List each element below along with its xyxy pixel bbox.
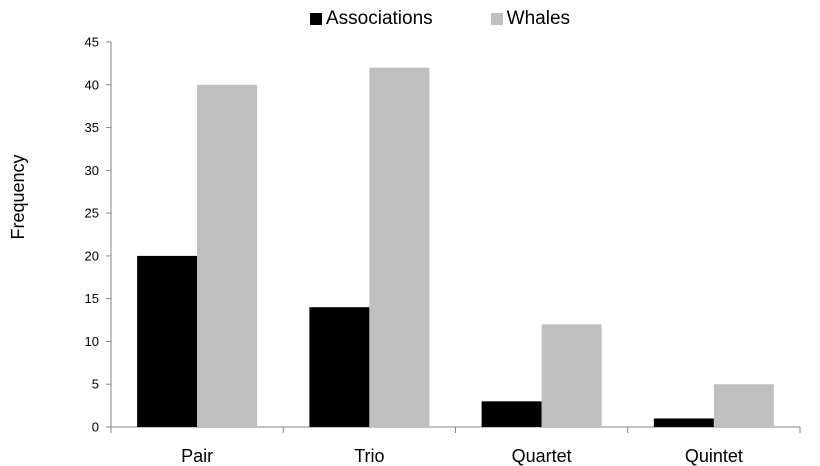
bar-whales-quartet	[541, 324, 602, 427]
y-tick-label: 30	[85, 163, 99, 178]
x-axis: Pair Trio Quartet Quintet	[110, 426, 801, 466]
legend-item-whales: Whales	[490, 8, 571, 30]
x-tick-label: Quintet	[685, 446, 743, 466]
x-tick-label: Pair	[181, 446, 213, 466]
y-tick-label: 45	[85, 35, 99, 50]
bar-whales-pair	[197, 84, 258, 428]
x-tick-label: Trio	[354, 446, 384, 466]
bar-whales-trio	[369, 67, 430, 428]
y-axis: 0 5 10 15 20 25 30 35 40 45	[85, 35, 112, 435]
bar-associations-quartet	[481, 401, 542, 427]
bars	[137, 67, 774, 428]
y-tick-label: 15	[85, 291, 99, 306]
y-tick-label: 0	[92, 420, 99, 435]
legend-swatch-associations	[310, 13, 322, 25]
legend-label-associations: Associations	[326, 8, 433, 29]
y-tick-label: 40	[85, 77, 99, 92]
legend-label-whales: Whales	[506, 8, 571, 29]
x-tick-label: Quartet	[512, 446, 572, 466]
y-tick-label: 35	[85, 120, 99, 135]
bar-whales-quintet	[713, 384, 774, 427]
legend-swatch-whales	[490, 13, 503, 25]
chart-legend: Associations Whales	[310, 8, 628, 30]
bar-associations-trio	[309, 307, 370, 427]
y-tick-label: 5	[92, 377, 99, 392]
bar-associations-pair	[137, 255, 198, 427]
y-axis-label: Frequency	[8, 154, 28, 239]
bar-associations-quintet	[653, 418, 714, 427]
legend-item-associations: Associations	[310, 8, 433, 30]
y-tick-label: 10	[85, 334, 99, 349]
y-tick-label: 25	[85, 206, 99, 221]
y-tick-label: 20	[85, 248, 99, 263]
